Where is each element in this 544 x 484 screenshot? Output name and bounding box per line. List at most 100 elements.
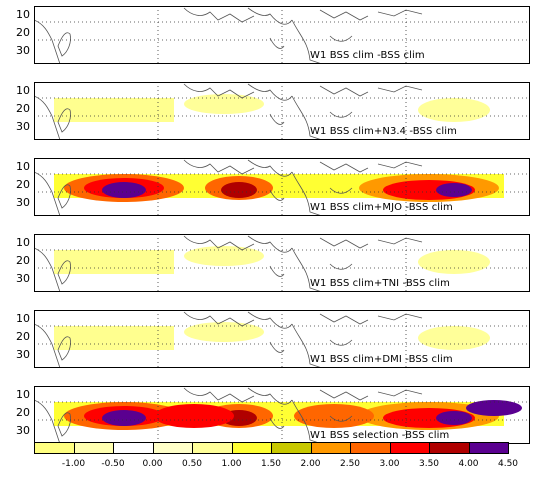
colorbar-swatch bbox=[350, 442, 391, 454]
coastline bbox=[329, 415, 353, 422]
coastline bbox=[319, 389, 369, 401]
latitude-label: 10 bbox=[16, 388, 30, 401]
latitude-label: 10 bbox=[16, 312, 30, 325]
latitude-label: 10 bbox=[16, 160, 30, 173]
panel-title: W1 BSS clim+MJO -BSS clim bbox=[310, 202, 453, 213]
coastline bbox=[269, 189, 285, 201]
coastline bbox=[57, 32, 71, 57]
colorbar-label: -0.50 bbox=[101, 459, 125, 469]
coastline bbox=[291, 171, 323, 216]
panel-title: W1 BSS clim -BSS clim bbox=[310, 50, 425, 61]
map-field bbox=[34, 386, 530, 444]
colorbar-label: 2.00 bbox=[300, 459, 321, 469]
colorbar-label: 0.50 bbox=[181, 459, 203, 469]
coastline bbox=[377, 161, 423, 169]
latitude-label: 20 bbox=[16, 26, 30, 39]
map-panel: 10 20 30 W1 BSS selection -BSS clim bbox=[16, 386, 530, 444]
panel-frame bbox=[34, 6, 530, 64]
coastline bbox=[319, 85, 369, 97]
coastline bbox=[34, 399, 61, 444]
map-panel: 10 20 30 W1 BSS clim+N3.4 -BSS clim bbox=[16, 82, 530, 140]
panel-frame bbox=[34, 158, 530, 216]
map-field bbox=[34, 82, 530, 140]
coastline bbox=[377, 389, 423, 397]
latitude-label: 20 bbox=[16, 178, 30, 191]
coastline bbox=[319, 161, 369, 173]
coastline bbox=[291, 95, 323, 140]
colorbar-label: 1.00 bbox=[221, 459, 242, 469]
latitude-label: 30 bbox=[16, 44, 30, 57]
latitude-label: 20 bbox=[16, 330, 30, 343]
colorbar-swatch bbox=[192, 442, 233, 454]
latitude-label: 10 bbox=[16, 84, 30, 97]
coastline bbox=[291, 247, 323, 292]
colorbar-swatch bbox=[73, 442, 114, 454]
coastline bbox=[291, 399, 323, 444]
panel-title: W1 BSS clim+N3.4 -BSS clim bbox=[310, 126, 457, 137]
coastline bbox=[291, 19, 323, 64]
coastline bbox=[183, 387, 255, 403]
colorbar-swatch bbox=[231, 442, 272, 454]
coastline bbox=[57, 108, 71, 133]
coastline bbox=[377, 9, 423, 17]
map-field bbox=[34, 6, 530, 64]
colorbar-swatch bbox=[468, 442, 509, 454]
coastline bbox=[377, 313, 423, 321]
coastline bbox=[319, 237, 369, 249]
colorbar-label: 4.50 bbox=[497, 459, 519, 469]
coastline bbox=[247, 159, 293, 177]
latitude-label: 20 bbox=[16, 102, 30, 115]
panel-frame bbox=[34, 310, 530, 368]
coastline bbox=[329, 187, 353, 194]
panel-title: W1 BSS selection -BSS clim bbox=[310, 430, 450, 441]
map-panel: 10 20 30 W1 BSS clim -BSS clim bbox=[16, 6, 530, 64]
coastline bbox=[329, 35, 353, 42]
coastline bbox=[57, 412, 71, 437]
panel-title: W1 BSS clim+TNI -BSS clim bbox=[310, 278, 450, 289]
colorbar-swatch bbox=[271, 442, 312, 454]
colorbar-swatch bbox=[310, 442, 351, 454]
coastline bbox=[183, 235, 255, 251]
colorbar-swatch bbox=[389, 442, 430, 454]
latitude-label: 30 bbox=[16, 424, 30, 437]
coastline bbox=[183, 159, 255, 175]
contour-fill bbox=[54, 246, 490, 274]
panel-frame bbox=[34, 82, 530, 140]
coastline bbox=[319, 313, 369, 325]
contour-fill bbox=[54, 94, 490, 122]
coastline bbox=[291, 323, 323, 368]
coastline bbox=[57, 184, 71, 209]
colorbar-swatch bbox=[113, 442, 154, 454]
colorbar-swatch bbox=[34, 442, 75, 454]
panel-frame bbox=[34, 386, 530, 444]
map-panel: 10 20 30 W1 BSS clim+DMI -BSS clim bbox=[16, 310, 530, 368]
coastline bbox=[269, 37, 285, 49]
colorbar-label: 1.50 bbox=[260, 459, 282, 469]
colorbar-label: 0.00 bbox=[142, 459, 163, 469]
latitude-label: 10 bbox=[16, 236, 30, 249]
coastline bbox=[183, 311, 255, 327]
map-panel: 10 20 30 W1 BSS clim+MJO -BSS clim bbox=[16, 158, 530, 216]
coastline bbox=[183, 7, 255, 23]
latitude-label: 30 bbox=[16, 196, 30, 209]
coastline bbox=[247, 387, 293, 405]
latitude-label: 30 bbox=[16, 348, 30, 361]
coastline bbox=[319, 9, 369, 21]
coastline bbox=[34, 19, 61, 64]
latitude-label: 10 bbox=[16, 8, 30, 21]
latitude-label: 20 bbox=[16, 406, 30, 419]
coastline bbox=[269, 417, 285, 429]
coastline bbox=[34, 247, 61, 292]
coastline bbox=[247, 235, 293, 253]
coastline bbox=[377, 85, 423, 93]
map-field bbox=[34, 234, 530, 292]
coastline bbox=[183, 83, 255, 99]
contour-fill bbox=[54, 322, 490, 350]
colorbar-swatch bbox=[429, 442, 470, 454]
colorbar-swatch bbox=[152, 442, 193, 454]
coastline bbox=[34, 95, 61, 140]
coastline bbox=[269, 341, 285, 353]
coastline bbox=[34, 171, 61, 216]
coastline bbox=[269, 265, 285, 277]
coastline bbox=[269, 113, 285, 125]
